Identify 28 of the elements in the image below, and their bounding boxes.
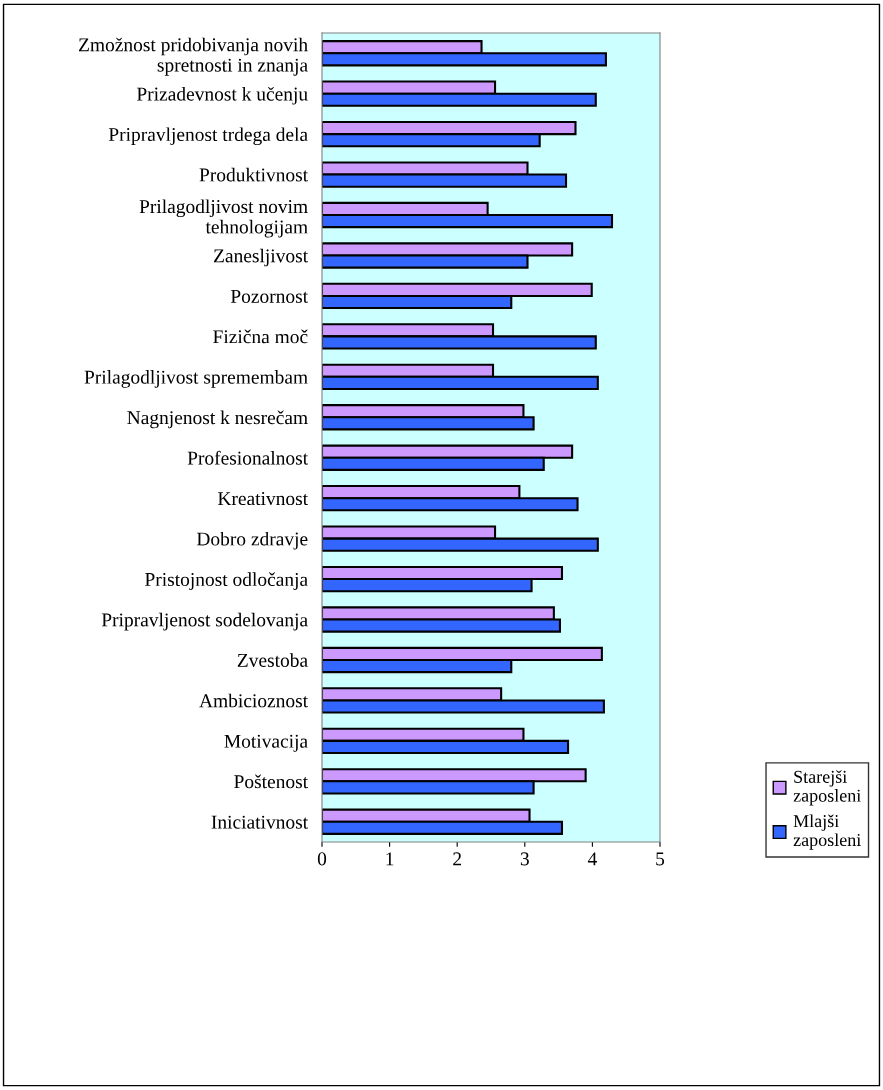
x-tick-label: 4 <box>587 852 597 866</box>
y-tick-label: Prizadevnost k učenju <box>136 86 308 105</box>
y-tick-label: Prilagodljivost spremembam <box>84 370 308 388</box>
y-tick-label: Iniciativnost <box>211 815 308 829</box>
x-tick-label: 3 <box>520 852 529 866</box>
x-tick-label: 2 <box>453 852 461 866</box>
x-tick-label: 5 <box>656 852 665 866</box>
y-tick-label: Produktivnost <box>199 167 308 182</box>
y-tick-label: Poštenost <box>234 774 308 789</box>
x-tick-label: 1 <box>386 852 394 866</box>
y-tick-label: Prilagodljivost novim tehnologijam <box>139 199 308 238</box>
legend-label: Mlajši zaposleni <box>793 814 861 850</box>
y-tick-label: Dobro zdravje <box>196 531 308 550</box>
y-tick-label: Pristojnost odločanja <box>145 572 308 590</box>
y-tick-label: Pripravljenost trdega dela <box>108 127 308 146</box>
y-tick-label: Pripravljenost sodelovanja <box>101 612 308 631</box>
y-tick-label: Zmožnost pridobivanja novih spretnosti in znanja <box>78 37 308 76</box>
y-tick-label: Zvestoba <box>237 653 308 667</box>
y-tick-label: Zanesljivost <box>213 248 308 267</box>
y-tick-label: Nagnjenost k nesrečam <box>127 410 308 429</box>
y-tick-label: Profesionalnost <box>187 450 308 465</box>
y-tick-label: Kreativnost <box>217 492 308 506</box>
y-tick-label: Motivacija <box>224 734 308 752</box>
y-tick-label: Pozornost <box>230 289 308 303</box>
x-tick-label: 0 <box>317 852 327 866</box>
y-tick-label: Ambicioznost <box>199 693 308 708</box>
y-tick-label: Fizična moč <box>213 329 308 344</box>
legend-label: Starejši zaposleni <box>793 770 861 806</box>
